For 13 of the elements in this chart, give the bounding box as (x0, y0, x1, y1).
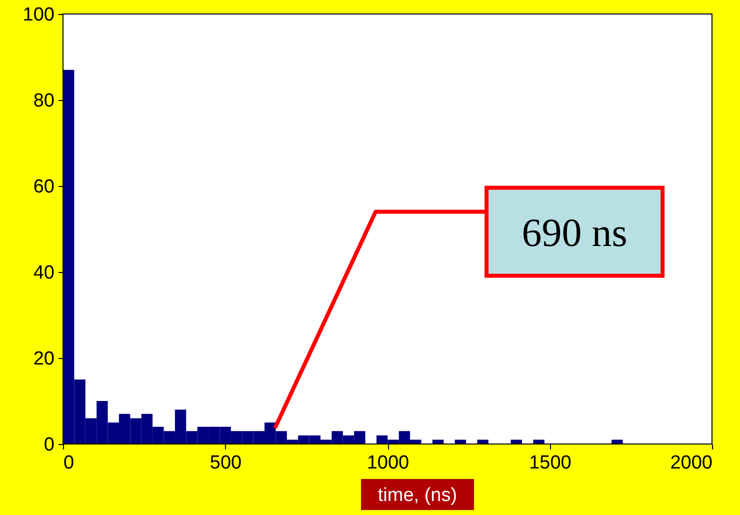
y-tick-label: 60 (33, 176, 54, 198)
x-axis-title: time, (ns) (378, 485, 458, 506)
y-tick-label: 0 (44, 434, 54, 456)
y-tick-label: 80 (33, 90, 54, 112)
annotation: 690 ns (522, 210, 628, 255)
y-tick-label: 40 (33, 262, 54, 284)
x-tick-label: 2000 (670, 452, 712, 474)
x-tick-label: 0 (64, 452, 74, 474)
x-tick-label: 500 (210, 452, 242, 474)
y-tick-label: 100 (22, 4, 54, 26)
y-tick-label: 20 (33, 348, 54, 370)
x-tick-label: 1500 (529, 452, 572, 474)
x-tick-label: 1000 (366, 452, 410, 474)
